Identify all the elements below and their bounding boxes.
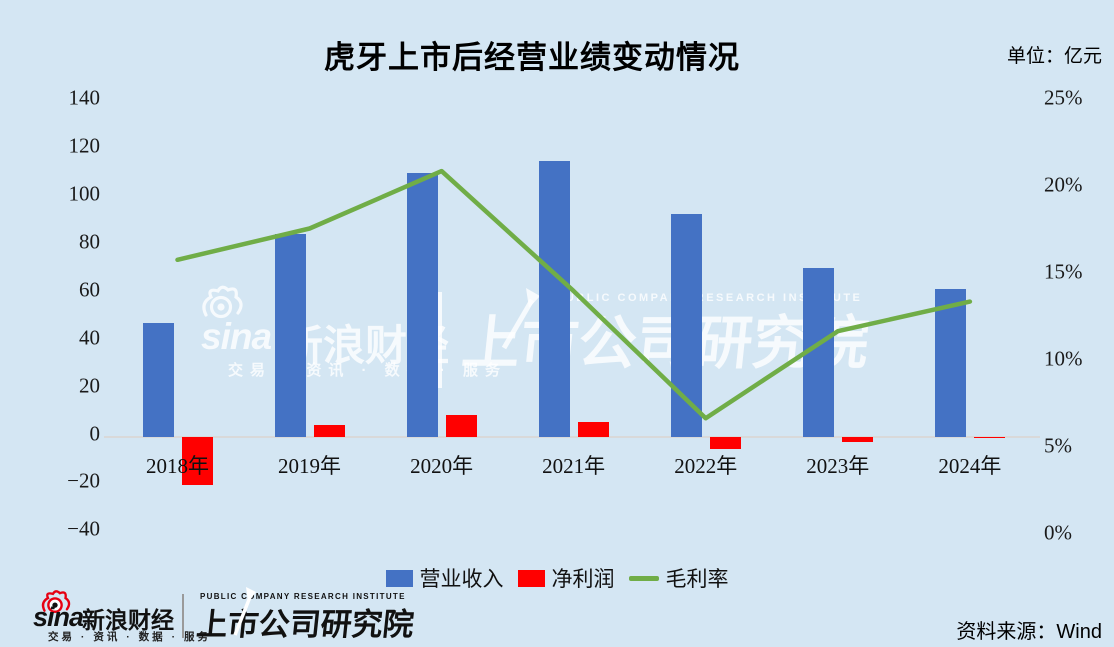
bar-revenue-2018年 <box>142 323 174 437</box>
bar-revenue-2021年 <box>538 161 570 437</box>
y-axis-right-tick: 5% <box>1044 433 1072 458</box>
arrow-up-right-watermark-icon <box>501 288 540 350</box>
legend-item-gross-margin: 毛利率 <box>628 563 729 593</box>
unit-label: 单位：亿元 <box>1006 46 1102 67</box>
y-axis-left-tick: 140 <box>68 85 101 110</box>
y-axis-left-tick: −40 <box>67 516 100 541</box>
legend: 营业收入 净利润 毛利率 <box>0 563 1114 593</box>
bar-net-profit-2020年 <box>445 415 477 437</box>
y-axis-left-tick: −20 <box>67 468 100 493</box>
sina-logo-tagline: 交易 · 资讯 · 数据 · 服务 <box>48 631 211 643</box>
bar-revenue-2019年 <box>274 233 306 437</box>
x-axis-label: 2020年 <box>410 454 474 478</box>
y-axis-left-tick: 60 <box>79 277 100 302</box>
bar-net-profit-2021年 <box>577 422 609 437</box>
footer-divider <box>182 594 184 638</box>
x-axis-label: 2022年 <box>674 454 738 478</box>
page-title: 虎牙上市后经营业绩变动情况 <box>324 40 740 75</box>
bar-net-profit-2023年 <box>841 437 873 442</box>
y-axis-left-tick: 100 <box>68 181 101 206</box>
y-axis-right-tick: 20% <box>1044 172 1083 197</box>
x-axis-label: 2024年 <box>938 454 1002 478</box>
y-axis-left-tick: 120 <box>68 133 101 158</box>
gross-margin-swatch <box>628 575 659 581</box>
bar-net-profit-2022年 <box>709 437 741 450</box>
bar-net-profit-2019年 <box>313 424 345 437</box>
x-axis-label: 2018年 <box>146 454 209 478</box>
x-axis-line <box>104 436 1040 438</box>
y-axis-left-tick: 20 <box>79 373 100 398</box>
data-source-label: 资料来源：Wind <box>956 621 1102 643</box>
sina-watermark-wordmark: sina <box>201 316 272 357</box>
y-axis-left-tick: 40 <box>79 325 100 350</box>
bar-net-profit-2024年 <box>973 437 1005 439</box>
arrow-up-right-logo-icon <box>233 587 256 636</box>
bar-revenue-2023年 <box>802 267 834 437</box>
institute-logo-en: PUBLIC COMPANY RESEARCH INSTITUTE <box>200 592 406 601</box>
y-axis-left-tick: 0 <box>89 421 101 445</box>
y-axis-right-tick: 10% <box>1044 346 1083 371</box>
revenue-swatch <box>385 569 413 587</box>
bar-revenue-2022年 <box>670 214 702 437</box>
watermark-divider <box>437 292 442 388</box>
legend-label-gross-margin: 毛利率 <box>665 568 729 591</box>
y-axis-left-tick: 80 <box>79 229 100 254</box>
x-axis-label: 2021年 <box>542 454 606 478</box>
bar-net-profit-2018年 <box>181 437 213 486</box>
sina-logo-icon <box>41 590 71 613</box>
bar-revenue-2020年 <box>406 173 438 437</box>
x-axis-label: 2023年 <box>806 454 870 478</box>
sina-logo-wordmark: sina <box>33 602 84 632</box>
net-profit-swatch <box>517 569 545 587</box>
legend-label-revenue: 营业收入 <box>419 568 504 591</box>
y-axis-right-tick: 25% <box>1044 85 1083 110</box>
y-axis-right-tick: 15% <box>1044 259 1083 284</box>
legend-label-net-profit: 净利润 <box>551 568 615 591</box>
institute-logo-cn: 上市公司研究院 <box>194 607 416 642</box>
legend-item-revenue: 营业收入 <box>385 563 504 593</box>
y-axis-right-tick: 0% <box>1044 520 1072 545</box>
legend-item-net-profit: 净利润 <box>517 563 615 593</box>
bar-revenue-2024年 <box>934 289 966 437</box>
sina-finance-logo-text: 新浪财经 <box>82 607 174 633</box>
x-axis-label: 2019年 <box>278 454 342 478</box>
